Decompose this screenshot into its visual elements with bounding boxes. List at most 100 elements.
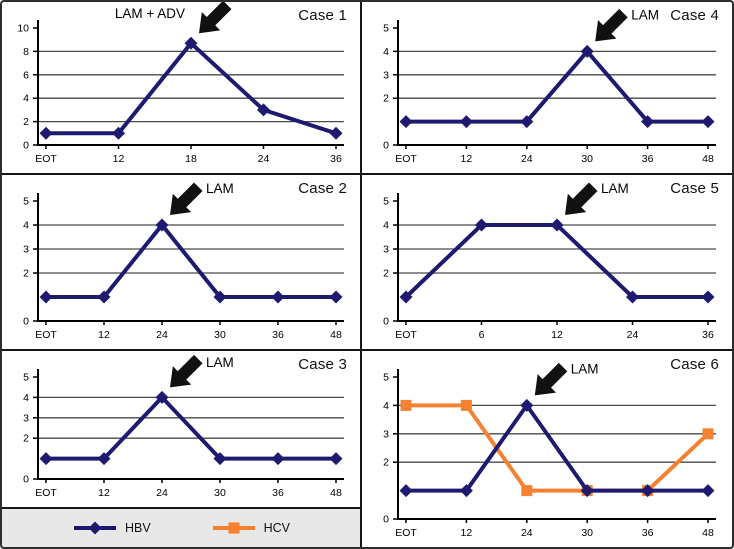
y-axis-ticks: 0 2 3 4 5 <box>383 372 398 526</box>
svg-text:4: 4 <box>383 220 389 232</box>
chart-svg-case-4: 0 2 3 4 5 EOT 12 24 30 36 48 LAM <box>383 7 716 165</box>
chart-panel-case-6: 0 2 3 4 5 EOT 12 24 30 36 48 LAM Case 6 <box>362 351 732 547</box>
chart-case-1: 0 2 4 6 8 10 EOT 12 18 24 36 LAM + ADV <box>2 2 360 173</box>
svg-text:30: 30 <box>581 527 593 539</box>
panel-title-case-3: Case 3 <box>298 356 347 373</box>
hbv-series <box>399 218 715 304</box>
svg-text:EOT: EOT <box>395 527 417 539</box>
hbv-line <box>406 401 708 493</box>
panel-title-case-2: Case 2 <box>298 180 347 197</box>
gridlines <box>38 396 344 439</box>
svg-text:EOT: EOT <box>35 153 57 165</box>
svg-text:12: 12 <box>113 153 125 165</box>
svg-text:EOT: EOT <box>395 329 417 341</box>
svg-text:2: 2 <box>383 457 389 469</box>
legend-item-hcv: HCV <box>211 520 290 536</box>
svg-text:18: 18 <box>185 153 197 165</box>
svg-text:12: 12 <box>98 329 110 341</box>
svg-text:2: 2 <box>23 433 29 445</box>
lam-arrow-icon <box>534 362 568 396</box>
svg-text:24: 24 <box>156 329 168 341</box>
gridlines <box>38 224 344 274</box>
axes <box>397 20 716 146</box>
panel-title-case-5: Case 5 <box>670 180 719 197</box>
svg-text:24: 24 <box>627 329 639 341</box>
svg-text:0: 0 <box>23 140 29 152</box>
chart-panel-case-5: 0 2 3 4 5 EOT 6 12 24 36 LAM Case 5 <box>362 175 732 349</box>
axes <box>397 369 716 520</box>
svg-text:2: 2 <box>23 268 29 280</box>
gridlines <box>398 224 716 274</box>
chart-svg-case-2: 0 2 3 4 5 EOT 12 24 30 36 48 LAM <box>23 181 344 341</box>
svg-text:36: 36 <box>642 527 654 539</box>
svg-text:6: 6 <box>23 69 29 81</box>
svg-text:6: 6 <box>479 329 485 341</box>
hbv-swatch-svg <box>73 521 116 535</box>
y-axis-ticks: 0 2 3 4 5 <box>383 23 398 152</box>
svg-text:48: 48 <box>702 153 714 165</box>
svg-text:5: 5 <box>23 196 29 208</box>
hbv-line <box>404 223 708 299</box>
chart-case-6: 0 2 3 4 5 EOT 12 24 30 36 48 LAM <box>362 351 732 547</box>
y-axis-ticks: 0 2 3 4 5 <box>23 372 38 486</box>
svg-text:0: 0 <box>383 514 389 526</box>
svg-text:5: 5 <box>383 23 389 35</box>
svg-text:5: 5 <box>23 372 29 384</box>
hbv-line <box>46 221 336 299</box>
x-axis-ticks: EOT 6 12 24 36 <box>395 321 714 341</box>
lam-arrow-icon <box>170 354 203 388</box>
lam-arrow-icon <box>170 182 203 215</box>
chart-panel-case-4: 0 2 3 4 5 EOT 12 24 30 36 48 LAM Case 4 <box>362 2 732 173</box>
x-axis-ticks: EOT 12 24 30 36 48 <box>395 145 714 165</box>
svg-text:36: 36 <box>272 329 284 341</box>
svg-text:EOT: EOT <box>35 487 57 499</box>
chart-case-3: 0 2 3 4 5 EOT 12 24 30 36 48 LAM <box>2 351 360 507</box>
annotation-label: LAM <box>206 181 234 196</box>
chart-case-4: 0 2 3 4 5 EOT 12 24 30 36 48 LAM <box>362 2 732 173</box>
legend-item-hbv: HBV <box>72 520 151 536</box>
hcv-line-swatch-icon <box>211 520 257 536</box>
chart-case-2: 0 2 3 4 5 EOT 12 24 30 36 48 LAM <box>2 175 360 349</box>
annotation-label: LAM <box>206 355 234 370</box>
panel-title-case-4: Case 4 <box>670 7 719 24</box>
svg-text:EOT: EOT <box>35 329 57 341</box>
svg-text:48: 48 <box>702 527 714 539</box>
panel-title-case-6: Case 6 <box>670 356 719 373</box>
svg-text:24: 24 <box>156 487 168 499</box>
svg-text:24: 24 <box>521 153 533 165</box>
svg-text:5: 5 <box>383 372 389 384</box>
hbv-series <box>39 218 343 304</box>
svg-text:2: 2 <box>23 116 29 128</box>
svg-text:EOT: EOT <box>395 153 417 165</box>
x-axis-ticks: EOT 12 24 30 36 48 <box>35 479 342 499</box>
svg-text:24: 24 <box>521 527 533 539</box>
annotation-label: LAM <box>631 7 659 22</box>
lam-arrow-icon <box>199 2 232 34</box>
svg-text:36: 36 <box>272 487 284 499</box>
svg-text:0: 0 <box>383 140 389 152</box>
chart-svg-case-3: 0 2 3 4 5 EOT 12 24 30 36 48 LAM <box>23 354 344 499</box>
annotation-label: LAM + ADV <box>115 6 185 21</box>
svg-text:5: 5 <box>383 196 389 208</box>
hbv-line-swatch-icon <box>72 520 118 536</box>
lam-arrow-icon <box>595 8 628 42</box>
y-axis-ticks: 0 2 4 6 8 10 <box>17 23 38 152</box>
svg-text:2: 2 <box>383 93 389 105</box>
svg-text:3: 3 <box>383 69 389 81</box>
gridlines <box>38 50 344 123</box>
svg-text:48: 48 <box>330 329 342 341</box>
legend-label-hcv: HCV <box>263 521 291 535</box>
svg-text:4: 4 <box>383 46 389 58</box>
svg-text:30: 30 <box>581 153 593 165</box>
svg-text:4: 4 <box>23 220 29 232</box>
svg-text:0: 0 <box>23 474 29 486</box>
chart-panel-case-1: 0 2 4 6 8 10 EOT 12 18 24 36 LAM + ADV Case 1 <box>2 2 360 173</box>
legend: HBV HCV <box>2 509 360 547</box>
svg-text:24: 24 <box>258 153 270 165</box>
hbv-line <box>46 40 337 136</box>
legend-label-hbv: HBV <box>124 521 151 535</box>
svg-text:0: 0 <box>23 316 29 328</box>
